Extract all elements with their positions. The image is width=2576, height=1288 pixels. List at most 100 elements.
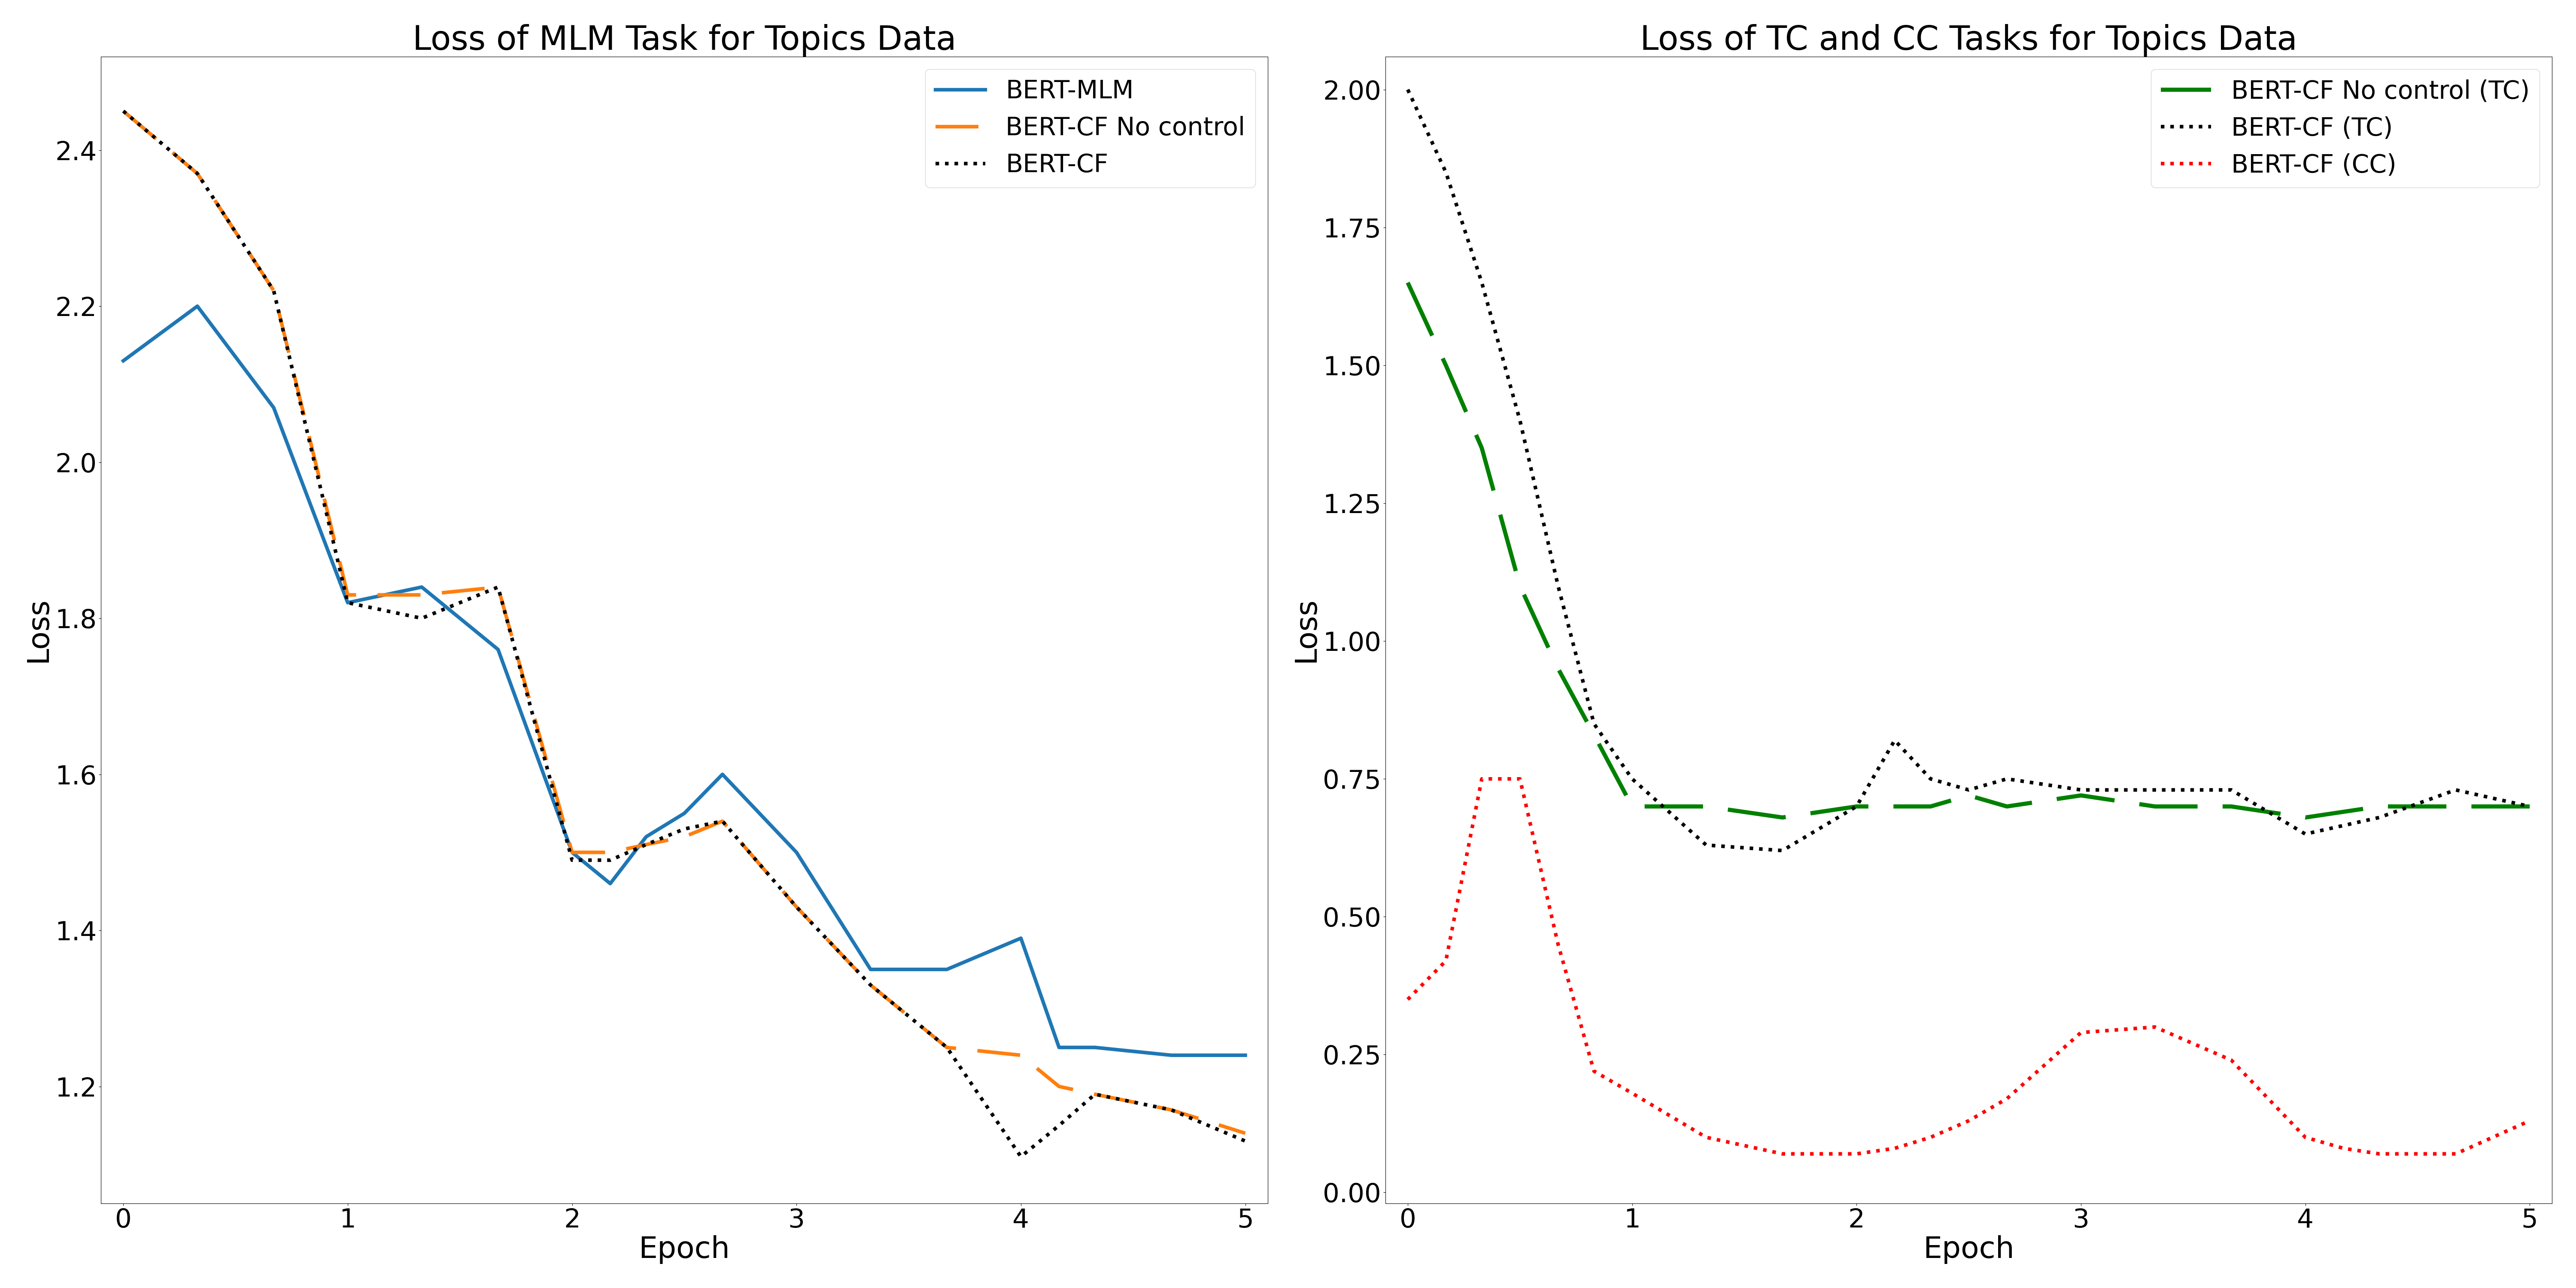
BERT-CF [482,580,513,595]
BERT-CF [108,103,139,118]
BERT-CF (CC) [1767,1146,1798,1162]
BERT-CF [332,595,363,611]
BERT-CF No control (TC) [1466,440,1497,456]
BERT-CF [706,814,737,829]
Line: BERT-CF (TC): BERT-CF (TC) [1406,90,2530,850]
BERT-MLM [332,595,363,611]
BERT-CF (CC) [1690,1130,1721,1145]
BERT-CF [595,853,626,868]
BERT-CF (CC) [2215,1052,2246,1068]
BERT-CF (CC) [2066,1025,2097,1041]
BERT-CF No control [556,845,587,860]
BERT-CF (CC) [2141,1019,2172,1034]
Line: BERT-CF No control: BERT-CF No control [124,111,1244,1133]
BERT-CF [1043,1118,1074,1133]
BERT-MLM [183,299,214,314]
BERT-CF [855,978,886,993]
BERT-CF No control [706,814,737,829]
BERT-CF No control (TC) [2141,799,2172,814]
BERT-CF [407,611,438,626]
X-axis label: Epoch: Epoch [639,1235,729,1264]
Line: BERT-CF (CC): BERT-CF (CC) [1406,779,2530,1154]
BERT-MLM [482,641,513,657]
BERT-CF No control [781,899,811,914]
BERT-MLM [556,845,587,860]
BERT-MLM [855,962,886,978]
BERT-CF No control [258,283,289,299]
BERT-MLM [108,353,139,368]
BERT-CF No control (TC) [1504,578,1535,594]
BERT-CF No control (TC) [1880,799,1911,814]
BERT-CF No control (TC) [1914,799,1945,814]
X-axis label: Epoch: Epoch [1924,1235,2014,1264]
BERT-CF No control (TC) [1543,661,1574,676]
BERT-CF No control [1229,1126,1260,1141]
BERT-CF [933,1039,963,1055]
BERT-CF No control [1005,1047,1036,1063]
BERT-CF (CC) [1953,1113,1984,1128]
BERT-CF No control [482,580,513,595]
BERT-CF No control (TC) [1391,274,1422,290]
BERT-CF (CC) [1579,1064,1610,1079]
BERT-CF (CC) [2439,1146,2470,1162]
BERT-CF (CC) [2329,1141,2360,1157]
BERT-CF (TC) [2439,782,2470,797]
BERT-CF (CC) [1618,1086,1649,1101]
BERT-CF (TC) [2215,782,2246,797]
BERT-CF No control [1157,1103,1188,1118]
BERT-CF No control [855,978,886,993]
BERT-CF [1229,1133,1260,1149]
BERT-CF No control (TC) [1430,358,1461,374]
BERT-CF (TC) [1579,716,1610,732]
BERT-CF [1157,1103,1188,1118]
BERT-CF (TC) [1914,772,1945,787]
BERT-CF [556,853,587,868]
BERT-CF No control (TC) [1767,810,1798,826]
BERT-CF No control (TC) [1690,799,1721,814]
BERT-CF [631,837,662,853]
BERT-CF No control (TC) [1953,788,1984,804]
BERT-CF (CC) [2290,1130,2321,1145]
BERT-CF [1079,1087,1110,1103]
BERT-CF (CC) [2514,1113,2545,1128]
BERT-CF [183,166,214,182]
BERT-CF (TC) [1842,799,1873,814]
BERT-CF (TC) [2514,799,2545,814]
BERT-CF (TC) [1953,782,1984,797]
BERT-CF (CC) [1466,772,1497,787]
BERT-CF (TC) [1543,578,1574,594]
BERT-MLM [1043,1039,1074,1055]
BERT-MLM [595,876,626,891]
BERT-CF No control (TC) [1579,726,1610,742]
BERT-CF No control (TC) [2215,799,2246,814]
BERT-MLM [258,399,289,415]
Y-axis label: Loss: Loss [1291,598,1321,662]
Line: BERT-MLM: BERT-MLM [124,307,1244,1055]
BERT-CF (TC) [2066,782,2097,797]
BERT-CF (TC) [1430,165,1461,180]
BERT-CF No control [183,166,214,182]
BERT-CF (TC) [1391,82,1422,98]
Title: Loss of TC and CC Tasks for Topics Data: Loss of TC and CC Tasks for Topics Data [1641,24,2298,57]
BERT-MLM [670,805,701,820]
BERT-MLM [1157,1047,1188,1063]
BERT-CF (CC) [1914,1130,1945,1145]
BERT-CF [1005,1149,1036,1164]
BERT-CF No control (TC) [2290,810,2321,826]
Line: BERT-CF No control (TC): BERT-CF No control (TC) [1406,282,2530,818]
BERT-CF No control [1079,1087,1110,1103]
BERT-CF No control [933,1039,963,1055]
BERT-CF No control [108,103,139,118]
BERT-CF (TC) [1466,274,1497,290]
Y-axis label: Loss: Loss [23,598,52,662]
BERT-CF (TC) [1991,772,2022,787]
BERT-MLM [933,962,963,978]
BERT-CF (CC) [1991,1091,2022,1106]
BERT-CF No control (TC) [2066,788,2097,804]
BERT-CF (TC) [1504,412,1535,428]
BERT-CF (CC) [1430,953,1461,969]
Legend: BERT-MLM, BERT-CF No control, BERT-CF: BERT-MLM, BERT-CF No control, BERT-CF [925,70,1255,188]
BERT-CF [670,822,701,837]
BERT-CF No control (TC) [2439,799,2470,814]
BERT-CF (TC) [2290,827,2321,842]
